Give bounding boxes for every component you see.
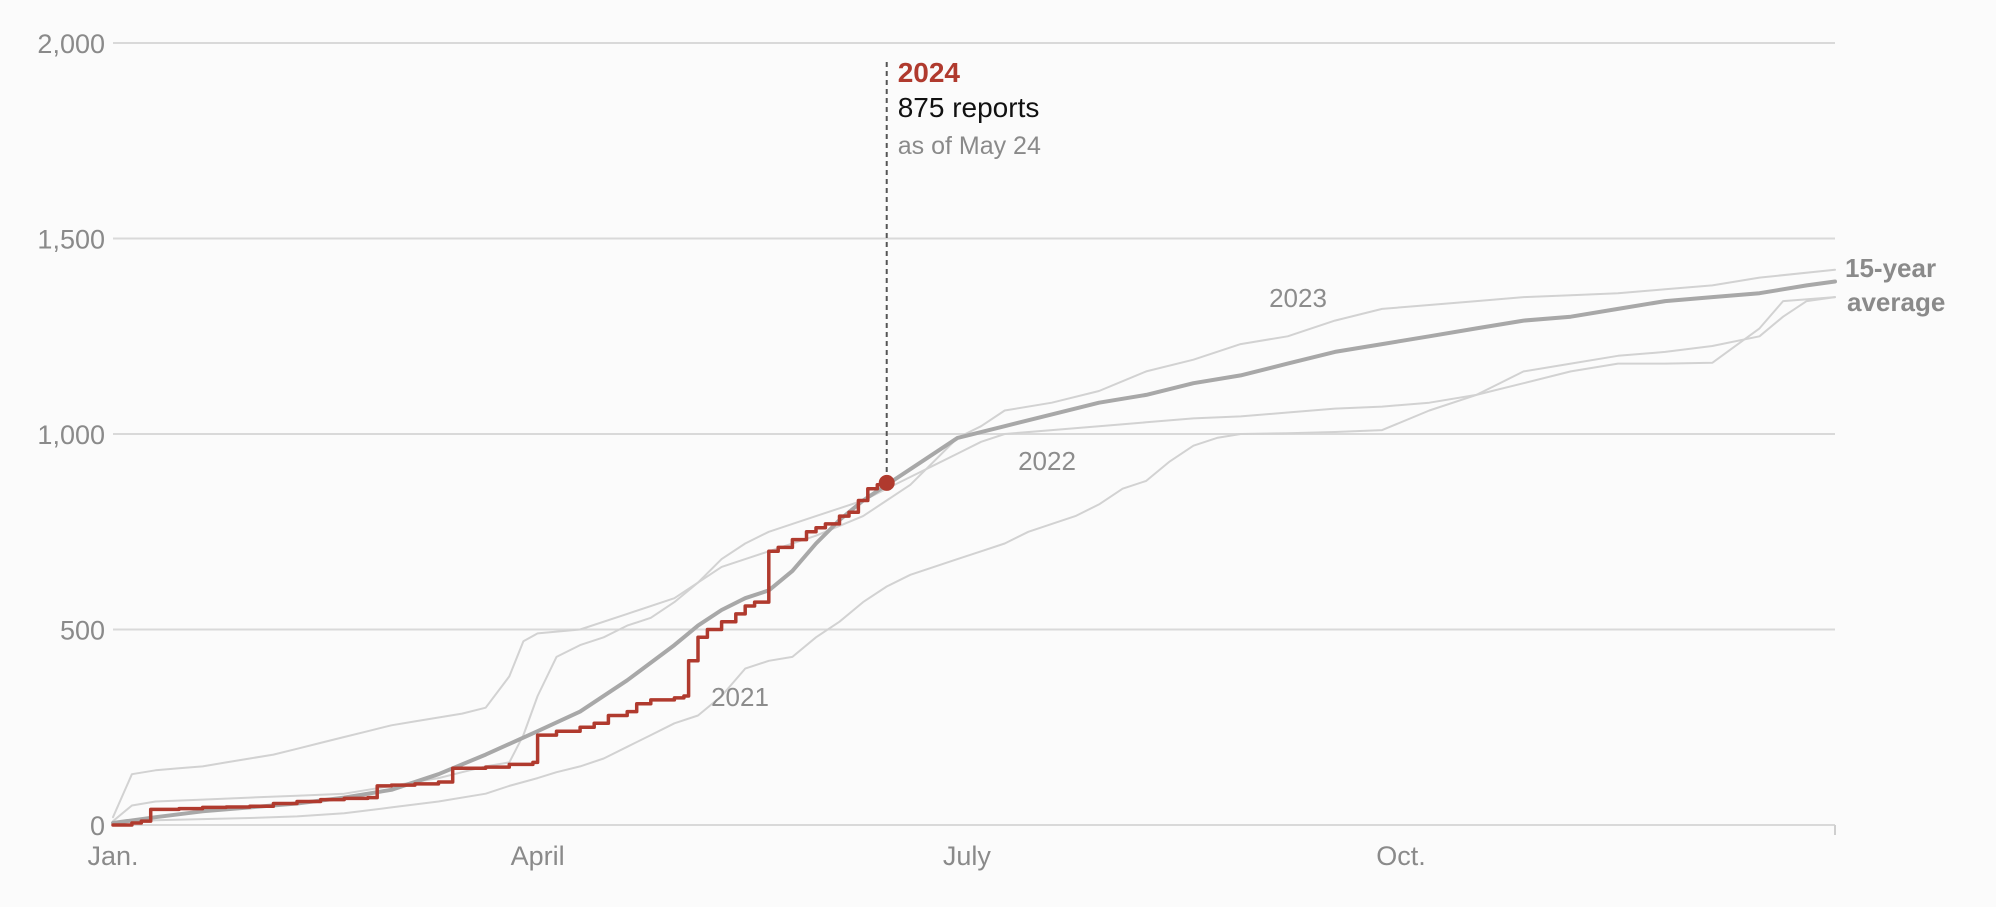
- series-label-2021: 2021: [711, 682, 769, 712]
- y-tick-label-1000: 1,000: [37, 420, 105, 450]
- x-tick-label-july: July: [943, 841, 992, 871]
- annotation-year: 2024: [898, 57, 961, 88]
- series-line-2023: [112, 268, 1836, 819]
- annotation-count: 875 reports: [898, 92, 1040, 123]
- y-axis-ticks: 0 500 1,000 1,500 2,000: [37, 29, 105, 841]
- y-tick-label-500: 500: [60, 616, 105, 646]
- average-label-line1: 15-year: [1845, 253, 1936, 283]
- point-2024-latest: [878, 474, 895, 491]
- series-lines: [111, 268, 1837, 827]
- annotation-date: as of May 24: [898, 132, 1041, 160]
- x-tick-label-jan: Jan.: [87, 841, 138, 871]
- x-tick-label-april: April: [511, 841, 565, 871]
- y-tick-label-2000: 2,000: [37, 29, 105, 59]
- y-tick-label-0: 0: [90, 811, 105, 841]
- series-line-2021: [112, 296, 1836, 824]
- series-line-15-year-average: [111, 279, 1837, 825]
- x-tick-label-oct: Oct.: [1376, 841, 1426, 871]
- series-label-2023: 2023: [1269, 283, 1327, 313]
- series-label-2022: 2022: [1018, 446, 1076, 476]
- series-line-2022: [112, 296, 1836, 823]
- average-label-line2: average: [1847, 287, 1945, 317]
- y-tick-label-1500: 1,500: [37, 225, 105, 255]
- x-axis-ticks: Jan. April July Oct.: [87, 825, 1836, 871]
- series-line-2024: [111, 481, 889, 827]
